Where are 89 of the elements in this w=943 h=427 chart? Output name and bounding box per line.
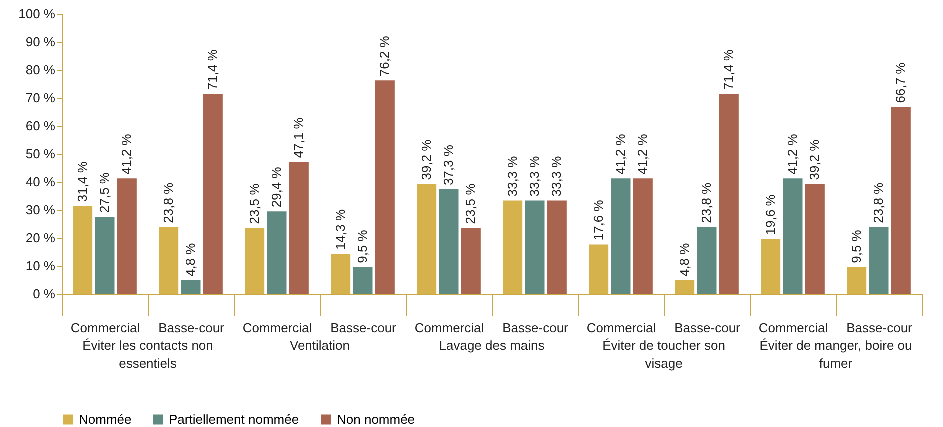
data-label: 4,8 % — [676, 242, 692, 277]
data-label: 9,5 % — [848, 230, 864, 264]
bar — [117, 178, 137, 294]
data-label: 23,8 % — [160, 182, 176, 224]
bar — [267, 212, 287, 294]
bar — [353, 267, 373, 294]
text: Éviter les contacts non essentiels — [82, 338, 214, 371]
data-label: 41,2 % — [785, 134, 800, 175]
data-label: 37,3 % — [441, 144, 456, 186]
data-label: 39,2 % — [807, 139, 822, 180]
data-label: 33,3 % — [549, 156, 564, 197]
data-label: 19,6 % — [762, 194, 778, 236]
x-tick-label: Basse-cour — [158, 320, 226, 336]
data-label: 23,5 % — [463, 183, 478, 224]
data-label: 23,8 % — [699, 182, 714, 224]
legend-label: Partiellement nommée — [169, 412, 300, 427]
bar — [547, 200, 567, 294]
y-tick-label: 0 % — [33, 286, 56, 302]
bar — [719, 94, 739, 294]
data-label: 29,4 % — [269, 166, 284, 208]
data-label: 14,3 % — [332, 209, 348, 250]
text: Éviter de manger, boire ou fumer — [760, 338, 912, 371]
bar — [375, 80, 395, 294]
x-tick-label: Commercial — [70, 320, 140, 336]
data-label: 47,1 % — [291, 117, 306, 158]
bar — [633, 178, 653, 294]
y-tick-label: 40 % — [26, 174, 56, 190]
legend-label: Non nommée — [337, 412, 416, 427]
y-tick-label: 30 % — [26, 202, 56, 218]
bar — [761, 239, 781, 294]
x-tick-label: Basse-cour — [846, 320, 914, 336]
data-label: 66,7 % — [893, 62, 908, 104]
text: Ventilation — [290, 338, 350, 353]
bar — [417, 184, 437, 294]
data-label: 76,2 % — [377, 36, 392, 77]
data-label: 31,4 % — [74, 161, 90, 202]
x-tick-label: Commercial — [242, 320, 312, 336]
data-label: 4,8 % — [183, 242, 198, 277]
data-label: 39,2 % — [418, 139, 434, 180]
x-tick-label: Basse-cour — [330, 320, 398, 336]
y-tick-label: 20 % — [26, 230, 56, 246]
y-tick-label: 60 % — [26, 118, 56, 134]
x-tick-label: Commercial — [586, 320, 656, 336]
bar — [869, 227, 889, 294]
bar — [783, 178, 803, 294]
text: Éviter de toucher son visage — [602, 338, 726, 371]
bar — [805, 184, 825, 294]
data-label: 41,2 % — [635, 134, 650, 175]
y-tick-label: 10 % — [26, 258, 56, 274]
x-tick-label: Basse-cour — [502, 320, 570, 336]
bar — [203, 94, 223, 294]
bar — [675, 280, 695, 294]
bar — [461, 228, 481, 294]
bar — [73, 206, 93, 294]
text: Lavage des mains — [439, 338, 546, 353]
bar — [159, 227, 179, 294]
data-label: 71,4 % — [205, 49, 220, 90]
bar — [289, 162, 309, 294]
data-label: 27,5 % — [97, 172, 112, 213]
bar — [525, 200, 545, 294]
data-label: 23,8 % — [871, 182, 886, 224]
data-label: 41,2 % — [119, 134, 134, 175]
bar — [611, 178, 631, 294]
data-label: 23,5 % — [246, 183, 262, 224]
data-label: 17,6 % — [590, 200, 606, 241]
y-tick-label: 80 % — [26, 62, 56, 78]
data-label: 71,4 % — [721, 49, 736, 90]
bar — [331, 254, 351, 294]
bar — [181, 280, 201, 294]
data-label: 9,5 % — [355, 230, 370, 264]
bar — [589, 244, 609, 294]
x-tick-label: Commercial — [758, 320, 828, 336]
data-label: 41,2 % — [613, 134, 628, 175]
bar — [503, 200, 523, 294]
bar — [245, 228, 265, 294]
data-label: 33,3 % — [527, 156, 542, 197]
bar — [697, 227, 717, 294]
bar — [95, 217, 115, 294]
y-tick-label: 70 % — [26, 90, 56, 106]
y-tick-label: 50 % — [26, 146, 56, 162]
bar — [847, 267, 867, 294]
y-tick-label: 100 % — [18, 6, 56, 22]
bar — [891, 107, 911, 294]
bar — [439, 190, 459, 294]
x-tick-label: Basse-cour — [674, 320, 742, 336]
legend-label: Nommée — [79, 412, 132, 427]
data-label: 33,3 % — [504, 156, 520, 197]
y-tick-label: 90 % — [26, 34, 56, 50]
x-tick-label: Commercial — [414, 320, 484, 336]
